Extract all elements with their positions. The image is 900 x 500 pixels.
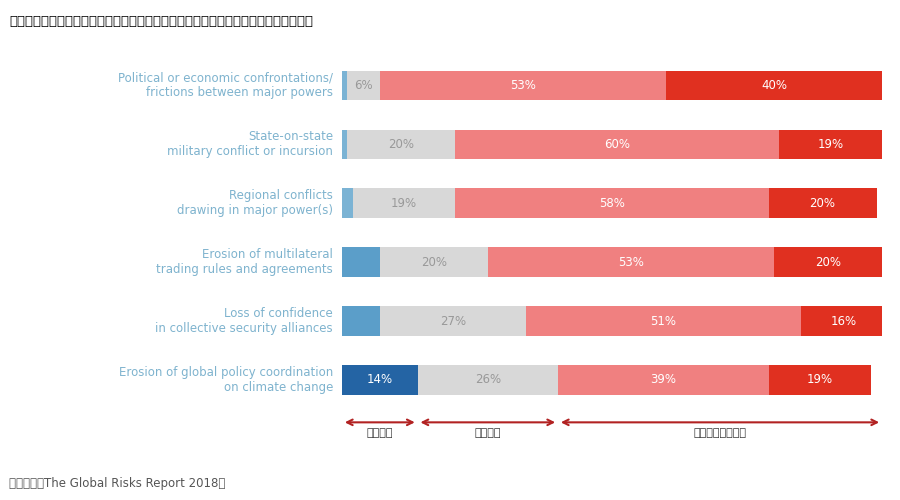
Bar — [342, 248, 380, 277]
Bar — [347, 70, 380, 100]
Bar — [342, 188, 353, 218]
Bar — [779, 130, 882, 159]
Bar — [418, 365, 558, 394]
Text: 20%: 20% — [389, 138, 414, 151]
Bar — [455, 130, 779, 159]
Text: 減少する: 減少する — [366, 428, 393, 438]
Text: Erosion of global policy coordination
on climate change: Erosion of global policy coordination on… — [119, 366, 333, 394]
Text: 60%: 60% — [605, 138, 630, 151]
Bar — [558, 365, 769, 394]
Text: 変化なし: 変化なし — [474, 428, 501, 438]
Text: Regional conflicts
drawing in major power(s): Regional conflicts drawing in major powe… — [177, 189, 333, 217]
Bar — [801, 306, 887, 336]
Text: 58%: 58% — [599, 196, 625, 209]
Text: リスクは増大する: リスクは増大する — [694, 428, 746, 438]
Text: 27%: 27% — [439, 314, 466, 328]
Bar — [488, 248, 774, 277]
Bar — [666, 70, 882, 100]
Bar — [769, 365, 871, 394]
Text: 19%: 19% — [806, 374, 833, 386]
Text: 19%: 19% — [817, 138, 844, 151]
Bar — [774, 248, 882, 277]
Text: 40%: 40% — [761, 79, 787, 92]
Bar — [342, 365, 418, 394]
Text: 》図表２　２０１７年から２０１８年にかけての地政学リスクの変化に対する認識》: 》図表２ ２０１７年から２０１８年にかけての地政学リスクの変化に対する認識》 — [9, 15, 313, 28]
Bar — [526, 306, 801, 336]
Bar — [455, 188, 769, 218]
Bar — [347, 130, 455, 159]
Text: State-on-state
military conflict or incursion: State-on-state military conflict or incu… — [167, 130, 333, 158]
Bar — [353, 188, 455, 218]
Text: Erosion of multilateral
trading rules and agreements: Erosion of multilateral trading rules an… — [157, 248, 333, 276]
Text: 20%: 20% — [810, 196, 835, 209]
Bar — [342, 306, 380, 336]
Bar — [380, 306, 526, 336]
Text: 53%: 53% — [510, 79, 536, 92]
Text: 20%: 20% — [815, 256, 841, 268]
Text: 》出所：　The Global Risks Report 2018》: 》出所： The Global Risks Report 2018》 — [9, 477, 225, 490]
Text: Loss of confidence
in collective security alliances: Loss of confidence in collective securit… — [156, 307, 333, 335]
Bar — [342, 130, 347, 159]
Text: 6%: 6% — [355, 79, 373, 92]
Text: 51%: 51% — [651, 314, 676, 328]
Bar — [342, 70, 347, 100]
Bar — [380, 248, 488, 277]
Text: 39%: 39% — [651, 374, 676, 386]
Text: 14%: 14% — [366, 374, 393, 386]
Bar — [380, 70, 666, 100]
Text: Political or economic confrontations/
frictions between major powers: Political or economic confrontations/ fr… — [118, 72, 333, 100]
Text: 26%: 26% — [474, 374, 501, 386]
Text: 20%: 20% — [421, 256, 446, 268]
Text: 53%: 53% — [618, 256, 644, 268]
Text: 16%: 16% — [831, 314, 858, 328]
Bar — [769, 188, 877, 218]
Text: 19%: 19% — [391, 196, 418, 209]
